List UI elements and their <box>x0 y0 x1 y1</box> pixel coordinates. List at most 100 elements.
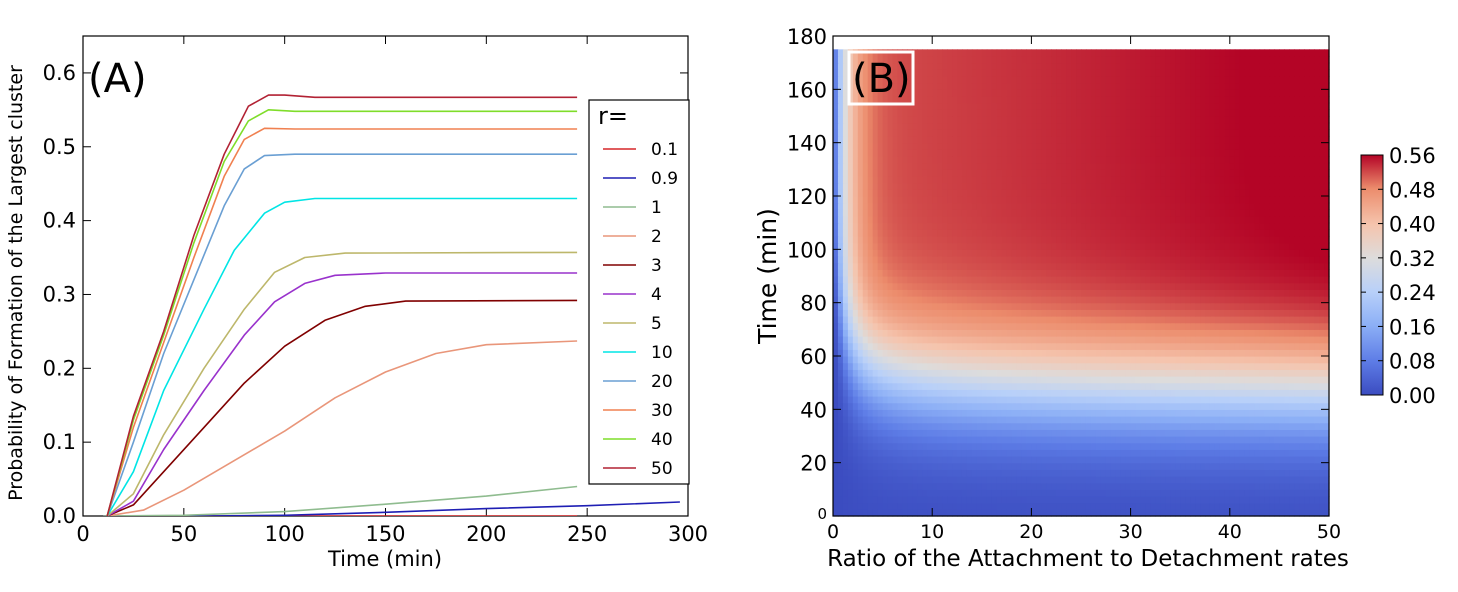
heatmap-cell <box>1155 249 1161 256</box>
heatmap-cell <box>1081 449 1087 456</box>
heatmap-cell <box>1096 316 1102 323</box>
heatmap-cell <box>1051 436 1057 443</box>
heatmap-cell <box>1289 223 1295 230</box>
heatmap-cell <box>1195 269 1201 276</box>
heatmap-cell <box>1220 396 1226 403</box>
heatmap-cell <box>1036 223 1042 230</box>
heatmap-cell <box>1185 329 1191 336</box>
heatmap-cell <box>907 363 913 370</box>
heatmap-cell <box>1086 229 1092 236</box>
heatmap-cell <box>1269 463 1275 470</box>
heatmap-cell <box>972 283 978 290</box>
heatmap-cell <box>1215 269 1221 276</box>
heatmap-cell <box>1002 403 1008 410</box>
heatmap-cell <box>1269 503 1275 510</box>
heatmap-cell <box>1299 203 1305 210</box>
heatmap-cell <box>1071 483 1077 490</box>
heatmap-cell <box>907 416 913 423</box>
heatmap-cell <box>1180 189 1186 196</box>
heatmap-cell <box>1007 449 1013 456</box>
heatmap-cell <box>1091 416 1097 423</box>
heatmap-cell <box>912 409 918 416</box>
heatmap-cell <box>967 503 973 510</box>
heatmap-cell <box>843 456 849 463</box>
heatmap-cell <box>1106 303 1112 310</box>
heatmap-cell <box>972 456 978 463</box>
heatmap-cell <box>957 309 963 316</box>
heatmap-cell <box>1036 463 1042 470</box>
heatmap-cell <box>1007 376 1013 383</box>
heatmap-cell <box>1017 503 1023 510</box>
heatmap-cell <box>1017 489 1023 496</box>
heatmap-cell <box>1274 416 1280 423</box>
heatmap-cell <box>942 456 948 463</box>
heatmap-cell <box>1036 243 1042 250</box>
heatmap-cell <box>1111 269 1117 276</box>
heatmap-cell <box>1111 216 1117 223</box>
heatmap-cell <box>848 303 854 310</box>
heatmap-cell <box>1279 323 1285 330</box>
heatmap-cell <box>1160 403 1166 410</box>
heatmap-cell <box>987 476 993 483</box>
heatmap-cell <box>962 489 968 496</box>
heatmap-cell <box>1036 389 1042 396</box>
heatmap-cell <box>1121 389 1127 396</box>
heatmap-cell <box>1195 323 1201 330</box>
heatmap-cell <box>1002 363 1008 370</box>
heatmap-cell <box>972 236 978 243</box>
heatmap-cell <box>1200 369 1206 376</box>
heatmap-cell <box>1081 243 1087 250</box>
heatmap-cell <box>848 263 854 270</box>
heatmap-cell <box>1284 196 1290 203</box>
heatmap-cell <box>1155 403 1161 410</box>
heatmap-cell <box>922 223 928 230</box>
heatmap-cell <box>1200 416 1206 423</box>
heatmap-cell <box>1279 416 1285 423</box>
heatmap-cell <box>1007 323 1013 330</box>
heatmap-cell <box>982 383 988 390</box>
heatmap-cell <box>853 209 859 216</box>
heatmap-cell <box>1175 223 1181 230</box>
heatmap-cell <box>1274 216 1280 223</box>
heatmap-cell <box>917 429 923 436</box>
heatmap-cell <box>1021 316 1027 323</box>
heatmap-cell <box>863 349 869 356</box>
heatmap-cell <box>1250 469 1256 476</box>
heatmap-cell <box>917 383 923 390</box>
heatmap-cell <box>982 416 988 423</box>
heatmap-cell <box>1294 209 1300 216</box>
heatmap-cell <box>927 436 933 443</box>
heatmap-cell <box>912 276 918 283</box>
heatmap-cell <box>1141 243 1147 250</box>
heatmap-cell <box>1056 429 1062 436</box>
heatmap-cell <box>1175 236 1181 243</box>
heatmap-cell <box>863 429 869 436</box>
heatmap-cell <box>878 403 884 410</box>
heatmap-cell <box>1051 196 1057 203</box>
heatmap-cell <box>1141 496 1147 503</box>
heatmap-cell <box>1210 189 1216 196</box>
heatmap-cell <box>1190 236 1196 243</box>
heatmap-cell <box>1076 363 1082 370</box>
heatmap-cell <box>1279 329 1285 336</box>
heatmap-cell <box>1046 483 1052 490</box>
heatmap-cell <box>947 376 953 383</box>
heatmap-cell <box>1061 229 1067 236</box>
heatmap-cell <box>1111 229 1117 236</box>
heatmap-cell <box>1250 249 1256 256</box>
heatmap-cell <box>917 276 923 283</box>
heatmap-cell <box>1225 263 1231 270</box>
heatmap-cell <box>1091 503 1097 510</box>
heatmap-cell <box>1175 423 1181 430</box>
heatmap-cell <box>907 496 913 503</box>
heatmap-cell <box>883 223 889 230</box>
heatmap-cell <box>917 223 923 230</box>
heatmap-cell <box>1017 469 1023 476</box>
heatmap-cell <box>1131 389 1137 396</box>
heatmap-cell <box>1155 356 1161 363</box>
heatmap-cell <box>977 296 983 303</box>
heatmap-cell <box>1309 296 1315 303</box>
heatmap-cell <box>878 383 884 390</box>
heatmap-cell <box>902 376 908 383</box>
heatmap-cell <box>1145 256 1151 263</box>
